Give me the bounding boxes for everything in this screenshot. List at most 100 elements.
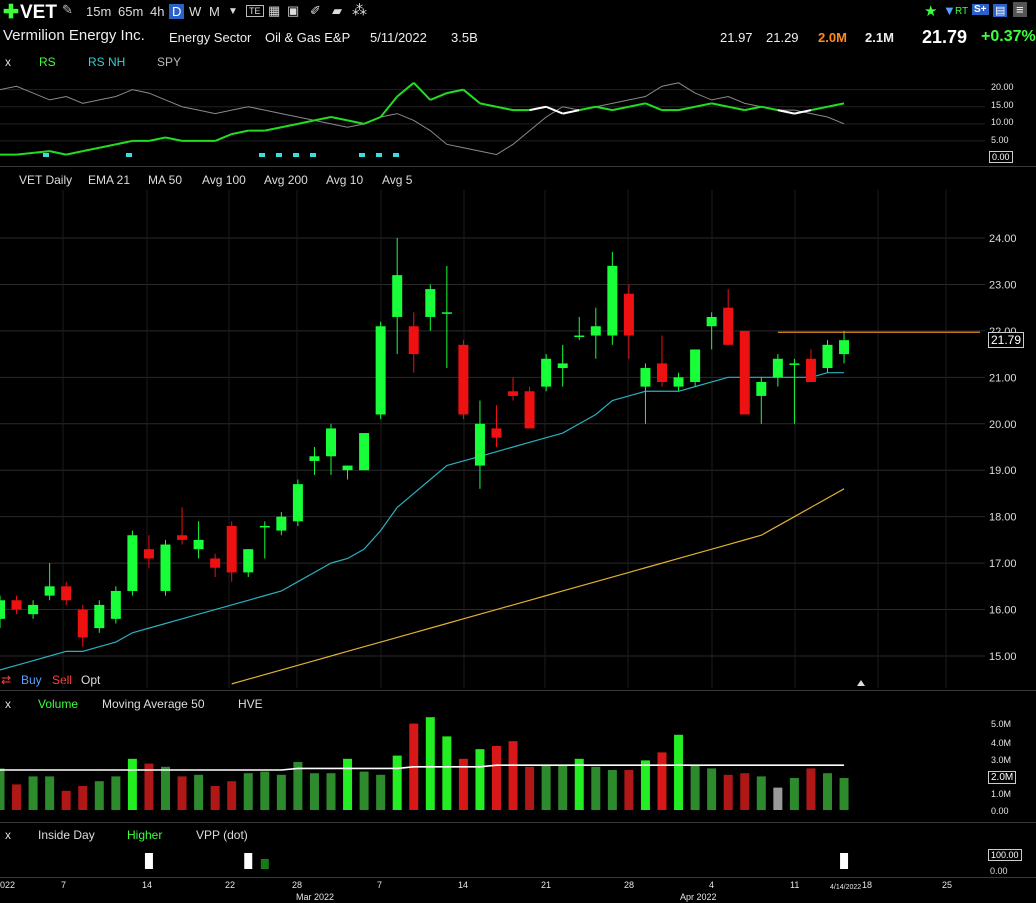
volume-bar — [839, 778, 849, 810]
rs-line-segment — [281, 122, 299, 129]
legend-avg10[interactable]: Avg 10 — [326, 173, 364, 187]
inside-close-button[interactable]: x — [5, 828, 11, 842]
volume-bar — [293, 762, 303, 810]
star-icon[interactable]: ★ — [924, 3, 938, 20]
candle-body — [408, 326, 419, 355]
candle-body — [28, 604, 39, 615]
candle-body — [44, 586, 55, 596]
rs-legend-rs[interactable]: RS — [39, 55, 56, 69]
rs-line-segment — [363, 116, 382, 125]
volume-bar — [111, 776, 121, 810]
legend-ma50[interactable]: MA 50 — [148, 173, 183, 187]
volume-bar — [773, 787, 783, 810]
day-low: 21.29 — [766, 30, 799, 45]
buy-button[interactable]: Buy — [21, 673, 42, 687]
higher-marker — [260, 859, 269, 869]
trade-buttons: ⇄ Buy Sell Opt — [0, 671, 200, 689]
trade-icon[interactable]: ⇄ — [1, 673, 12, 687]
rs-line-segment — [99, 143, 117, 149]
day-high: 21.97 — [720, 30, 753, 45]
scroll-marker-icon — [857, 680, 865, 686]
interval-15m[interactable]: 15m — [86, 4, 112, 19]
draw-icon[interactable]: ✐ — [310, 3, 321, 18]
legend-avg100[interactable]: Avg 100 — [202, 173, 246, 187]
legend-volume[interactable]: Volume — [38, 697, 79, 711]
candle-body — [673, 377, 684, 387]
rs-line-segment — [314, 116, 332, 122]
inside-day-marker — [244, 853, 253, 869]
inside-bottom-label: 0.00 — [990, 866, 1008, 876]
x-label-2: 14 — [142, 880, 153, 890]
legend-higher[interactable]: Higher — [127, 828, 163, 842]
candle-body — [375, 326, 386, 415]
legend-inside-day[interactable]: Inside Day — [38, 828, 95, 842]
rs-line-segment — [16, 151, 34, 156]
rs-nh-marker — [259, 153, 265, 157]
interval-65m[interactable]: 65m — [118, 4, 144, 19]
interval-4h[interactable]: 4h — [150, 4, 165, 19]
volume-bar — [45, 776, 55, 810]
rs-nh-marker — [359, 153, 365, 157]
candle-body — [94, 604, 105, 629]
rs-line-segment — [744, 105, 762, 112]
volume-bar — [640, 760, 650, 810]
candle-body — [690, 349, 701, 382]
calculator-icon[interactable]: ▣ — [287, 3, 300, 18]
interval-d[interactable]: D — [169, 4, 185, 19]
edit-symbol-icon[interactable]: ✎ — [62, 2, 73, 17]
volume-bar — [260, 771, 270, 810]
legend-hve[interactable]: HVE — [238, 697, 263, 711]
inside-day-marker — [144, 853, 153, 869]
rs-zero-label: 0.00 — [989, 151, 1013, 163]
x-label-13: 4/14/2022 — [830, 884, 862, 891]
candle-body — [557, 363, 568, 369]
candle-body — [657, 363, 667, 382]
volume-close-button[interactable]: x — [5, 697, 11, 711]
candle-body — [839, 340, 850, 355]
opt-button[interactable]: Opt — [81, 673, 101, 687]
rt-label[interactable]: RT — [955, 6, 969, 17]
legend-avg5[interactable]: Avg 5 — [382, 173, 413, 187]
filter-icon[interactable]: ▼ — [943, 3, 956, 18]
sell-button[interactable]: Sell — [52, 673, 73, 687]
x-label-12: 11 — [790, 880, 800, 890]
inside-day-marker — [840, 853, 849, 869]
candle-body — [61, 586, 72, 601]
add-icon[interactable]: ✚ — [3, 2, 19, 23]
notes-icon[interactable]: ▤ — [993, 4, 1008, 17]
interval-m[interactable]: M — [209, 4, 220, 19]
interval-w[interactable]: W — [189, 4, 202, 19]
rs-line-segment — [115, 139, 133, 146]
rs-line-segment — [214, 133, 233, 142]
sector[interactable]: Energy Sector — [169, 30, 252, 45]
legend-volume-ma50[interactable]: Moving Average 50 — [102, 697, 205, 711]
legend-vet-daily[interactable]: VET Daily — [19, 173, 73, 187]
rs-line-segment — [496, 105, 514, 112]
share-icon[interactable]: ⁂ — [352, 2, 367, 19]
volume-bar — [227, 781, 237, 810]
legend-vpp[interactable]: VPP (dot) — [196, 828, 248, 842]
interval-dropdown-icon[interactable]: ▼ — [228, 6, 238, 17]
rs-legend-spy[interactable]: SPY — [157, 55, 182, 69]
industry[interactable]: Oil & Gas E&P — [265, 30, 351, 45]
candle-body — [210, 558, 221, 568]
rs-line-segment — [429, 92, 448, 101]
rs-close-button[interactable]: x — [5, 55, 11, 69]
legend-avg200[interactable]: Avg 200 — [264, 173, 308, 187]
rs-line-segment — [545, 105, 564, 115]
layout-icon[interactable]: ▦ — [268, 3, 281, 18]
volume-bar — [28, 776, 38, 810]
legend-ema21[interactable]: EMA 21 — [88, 173, 131, 187]
rs-legend-rsnh[interactable]: RS NH — [88, 55, 126, 69]
symbol-title[interactable]: VET — [20, 2, 57, 23]
volume-bar — [177, 776, 187, 810]
volume-bar — [674, 734, 684, 810]
s-icon[interactable]: S+ — [972, 4, 989, 15]
candle-body — [243, 549, 254, 573]
tv-icon[interactable]: TE — [246, 5, 264, 17]
rs-line-segment — [794, 109, 812, 115]
menu-icon[interactable]: ≡ — [1013, 2, 1027, 17]
note-icon[interactable]: ▰ — [332, 3, 342, 18]
rs-panel-legend: x RS RS NH SPY — [0, 53, 400, 71]
